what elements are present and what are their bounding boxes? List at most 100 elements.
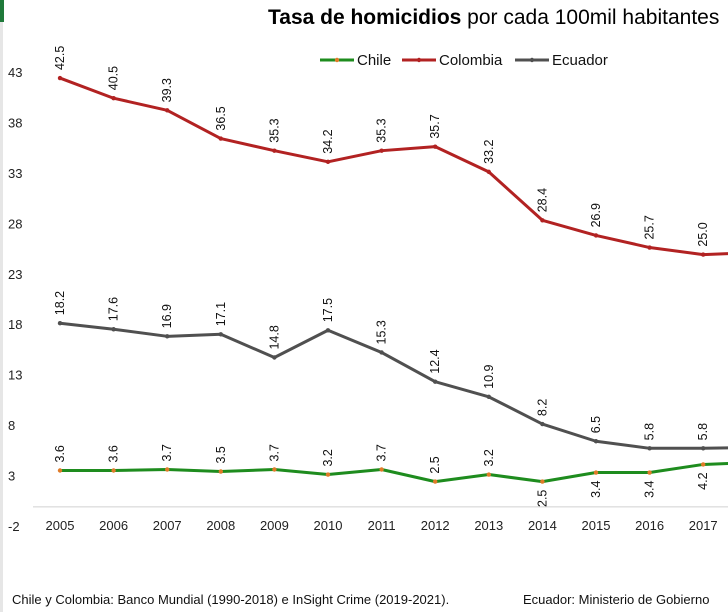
data-label: 42.5 [53, 46, 67, 70]
data-label: 36.5 [214, 106, 228, 130]
data-label: 3.2 [482, 449, 496, 466]
legend-label: Ecuador [552, 52, 608, 69]
data-point [272, 467, 277, 472]
data-label: 28.4 [535, 188, 549, 212]
chart-title-rest: por cada 100mil habitantes [461, 6, 720, 29]
legend-item: Colombia [402, 52, 503, 69]
chart-title-bold: Tasa de homicidios [268, 6, 462, 29]
data-point [593, 439, 599, 444]
data-label: 25.0 [696, 222, 710, 246]
series-ecuador: 18.2 17.6 16.9 17.1 14.8 17.5 15.3 12.4 10.9 8.2 6… [53, 291, 728, 451]
data-point [593, 233, 599, 238]
data-label: 3.6 [53, 445, 67, 462]
data-point [272, 148, 277, 153]
data-point [325, 328, 331, 333]
data-point [272, 355, 277, 360]
chart-title: Tasa de homicidios por cada 100mil habit… [268, 6, 719, 30]
y-tick-label: 8 [8, 418, 15, 433]
data-label: 35.3 [375, 118, 389, 142]
y-tick-label: 3 [8, 469, 15, 484]
data-point [701, 252, 706, 257]
data-point [165, 467, 170, 472]
data-label: 3.4 [589, 480, 603, 497]
data-label: 40.5 [107, 66, 121, 90]
series-line [58, 462, 728, 484]
data-point [647, 470, 652, 475]
data-label: 18.2 [53, 291, 67, 315]
y-tick-label: 23 [8, 267, 22, 282]
data-point [433, 479, 438, 484]
data-label: 26.9 [589, 203, 603, 227]
data-label: 3.4 [643, 480, 657, 497]
data-point [218, 136, 223, 141]
x-tick-label: 2005 [46, 518, 75, 533]
data-label: 6.5 [589, 416, 603, 433]
data-label: 12.4 [428, 349, 442, 373]
data-label: 14.8 [267, 325, 281, 349]
data-label: 17.1 [214, 302, 228, 326]
data-label: 10.9 [482, 364, 496, 388]
series-colombia: 42.5 40.5 39.3 36.5 35.3 34.2 35.3 35.7 33.2 28.4… [53, 46, 728, 257]
data-point [701, 446, 706, 451]
data-label: 5.8 [696, 423, 710, 440]
data-label: 3.2 [321, 449, 335, 466]
data-label: 2.5 [428, 456, 442, 473]
data-label: 33.2 [482, 139, 496, 163]
y-tick-label: -2 [8, 519, 20, 534]
data-label: 3.6 [107, 445, 121, 462]
data-point [540, 479, 545, 484]
legend-label: Colombia [439, 52, 503, 69]
data-point [433, 379, 438, 384]
data-point [647, 245, 652, 250]
data-label: 35.7 [428, 114, 442, 138]
data-label: 2.5 [535, 490, 549, 507]
data-label: 5.8 [643, 423, 657, 440]
data-point [165, 334, 170, 339]
data-point [111, 468, 116, 473]
x-tick-label: 2016 [635, 518, 664, 533]
data-point [165, 108, 170, 113]
x-tick-label: 2009 [260, 518, 289, 533]
legend-marker [529, 57, 535, 63]
legend-item: Chile [320, 52, 391, 69]
y-tick-label: 43 [8, 65, 22, 80]
legend-marker [334, 57, 340, 63]
y-tick-label: 38 [8, 115, 22, 130]
window-edge-accent [0, 0, 4, 22]
data-label: 17.5 [321, 298, 335, 322]
data-label: 17.6 [107, 297, 121, 321]
data-label: 34.2 [321, 129, 335, 153]
data-point [540, 421, 545, 427]
y-tick-label: 13 [8, 368, 22, 383]
data-label: 4.2 [696, 472, 710, 489]
y-tick-label: 18 [8, 317, 22, 332]
legend-item: Ecuador [515, 52, 608, 69]
series-line [58, 321, 728, 450]
x-tick-label: 2011 [368, 518, 396, 533]
series-line [58, 76, 728, 257]
data-label: 25.7 [643, 215, 657, 239]
x-tick-label: 2017 [689, 518, 718, 533]
data-point [379, 148, 384, 153]
x-tick-label: 2006 [99, 518, 128, 533]
data-point [593, 470, 599, 475]
data-point [540, 218, 545, 223]
data-point [325, 159, 331, 164]
x-tick-label: 2007 [153, 518, 182, 533]
data-point [379, 467, 384, 472]
legend-label: Chile [357, 52, 391, 69]
data-point [647, 446, 652, 451]
data-point [325, 472, 331, 477]
data-point [218, 469, 223, 474]
data-point [57, 468, 63, 473]
data-point [379, 350, 384, 355]
y-tick-label: 33 [8, 166, 22, 181]
data-label: 35.3 [267, 118, 281, 142]
x-tick-label: 2008 [206, 518, 235, 533]
data-label: 39.3 [160, 78, 174, 102]
data-label: 15.3 [375, 320, 389, 344]
data-label: 16.9 [160, 304, 174, 328]
data-point [701, 462, 706, 467]
data-point [57, 75, 63, 81]
